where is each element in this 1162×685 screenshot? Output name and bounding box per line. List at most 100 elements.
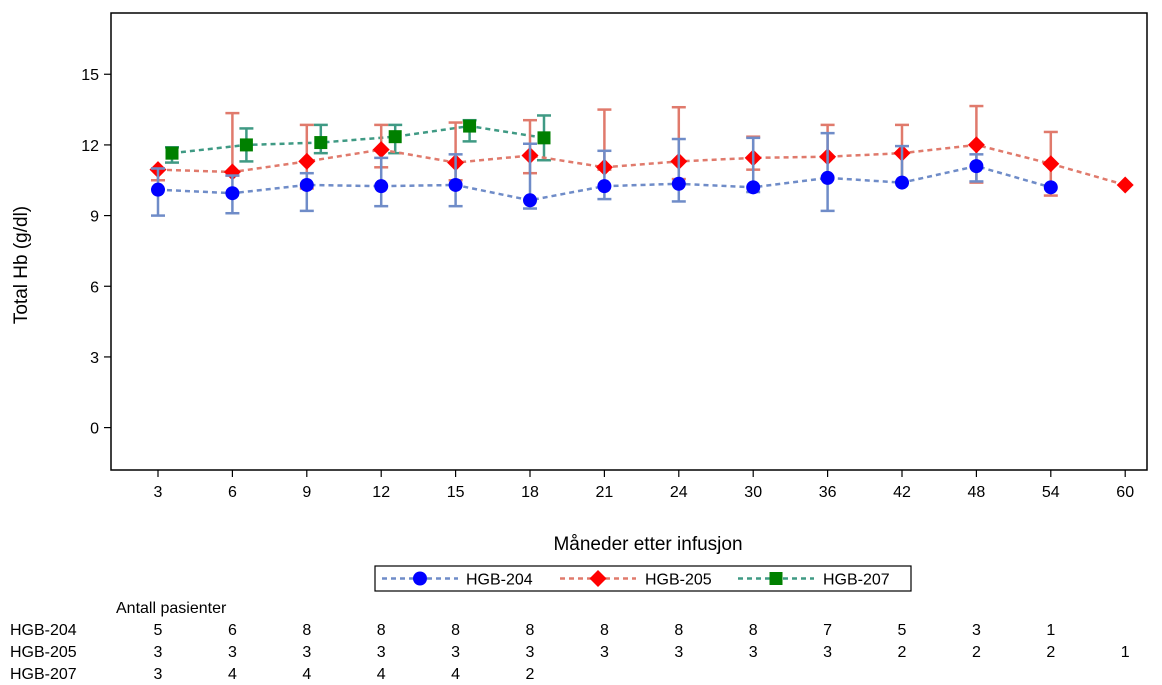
data-point-hgb-204 xyxy=(597,179,612,194)
x-tick-label: 6 xyxy=(228,484,237,501)
data-point-hgb-204 xyxy=(448,177,463,192)
patient-count-cell: 3 xyxy=(154,666,163,683)
data-point-hgb-207 xyxy=(165,146,179,160)
data-point-hgb-205 xyxy=(1042,155,1060,173)
patient-table-row: HGB-205 3 3 3 3 3 3 3 3 3 3 2 2 2 1 xyxy=(10,644,1130,661)
patient-count-cell: 3 xyxy=(451,644,460,661)
data-point-hgb-204 xyxy=(969,159,984,174)
y-tick-label: 12 xyxy=(81,138,99,155)
legend-label-hgb-204: HGB-204 xyxy=(466,572,533,589)
patient-count-cell: 3 xyxy=(228,644,237,661)
x-tick-label: 24 xyxy=(670,484,688,501)
patient-count-cell: 3 xyxy=(823,644,832,661)
patient-count-cell: 3 xyxy=(749,644,758,661)
data-point-hgb-204 xyxy=(820,170,835,185)
data-point-hgb-204 xyxy=(523,193,537,208)
legend-label-hgb-205: HGB-205 xyxy=(645,572,712,589)
error-bar-hgb-204 xyxy=(671,137,686,203)
patient-count-cell: 4 xyxy=(451,666,460,683)
x-axis-title: Måneder etter infusjon xyxy=(553,534,742,555)
series-hgb-204 xyxy=(151,131,1058,217)
y-tick-label: 6 xyxy=(90,279,99,296)
patient-count-cell: 5 xyxy=(154,622,163,639)
series-line-hgb-205 xyxy=(157,143,1126,187)
data-point-hgb-207 xyxy=(239,138,253,152)
legend-item-hgb-207: HGB-207 xyxy=(738,572,890,589)
patient-count-cell: 7 xyxy=(823,622,832,639)
data-point-hgb-205 xyxy=(298,152,316,170)
patient-table-row: HGB-207 3 4 4 4 4 2 xyxy=(10,666,535,683)
series-hgb-207 xyxy=(165,114,551,164)
data-point-hgb-207 xyxy=(314,136,328,150)
patient-count-cell: 3 xyxy=(526,644,535,661)
patient-count-cell: 3 xyxy=(972,622,981,639)
patient-count-cell: 2 xyxy=(526,666,535,683)
patient-count-cell: 1 xyxy=(1121,644,1130,661)
data-point-hgb-207 xyxy=(388,130,402,144)
data-point-hgb-205 xyxy=(967,136,985,154)
patient-count-cell: 4 xyxy=(302,666,311,683)
patient-count-cell: 6 xyxy=(228,622,237,639)
patient-count-cell: 3 xyxy=(600,644,609,661)
patient-count-cell: 1 xyxy=(1046,622,1055,639)
x-tick-label: 60 xyxy=(1116,484,1134,501)
data-point-hgb-204 xyxy=(151,182,165,197)
data-point-hgb-207 xyxy=(463,119,477,133)
patient-count-cell: 5 xyxy=(898,622,907,639)
x-tick-label: 21 xyxy=(596,484,614,501)
x-tick-label: 12 xyxy=(372,484,390,501)
data-point-hgb-204 xyxy=(299,177,314,192)
patient-table-title: Antall pasienter xyxy=(116,600,227,617)
data-point-hgb-204 xyxy=(1043,180,1058,195)
legend-marker-hgb-204 xyxy=(413,571,427,586)
data-point-hgb-204 xyxy=(671,176,686,191)
patient-count-cell: 4 xyxy=(228,666,237,683)
patient-count-cell: 3 xyxy=(302,644,311,661)
y-tick-label: 15 xyxy=(81,67,99,84)
series-hgb-205 xyxy=(149,104,1134,197)
patient-table-row-label: HGB-205 xyxy=(10,644,77,661)
legend-item-hgb-205: HGB-205 xyxy=(560,570,712,589)
patient-table-row: HGB-204 5 6 8 8 8 8 8 8 8 7 5 3 1 xyxy=(10,622,1055,639)
x-tick-label: 9 xyxy=(302,484,311,501)
data-point-hgb-204 xyxy=(895,175,909,190)
x-axis: 3 6 9 12 15 18 21 24 30 36 42 48 54 60 xyxy=(154,470,1134,501)
data-point-hgb-205 xyxy=(1116,176,1134,194)
series-layer xyxy=(149,104,1134,217)
x-tick-label: 15 xyxy=(447,484,465,501)
patient-count-cell: 8 xyxy=(749,622,758,639)
patient-count-cell: 2 xyxy=(1046,644,1055,661)
patient-count-cell: 8 xyxy=(302,622,311,639)
legend-marker-hgb-205 xyxy=(589,570,607,587)
patient-count-cell: 8 xyxy=(600,622,609,639)
patient-count-cell: 3 xyxy=(674,644,683,661)
patient-count-cell: 8 xyxy=(526,622,535,639)
data-point-hgb-204 xyxy=(225,186,240,201)
patient-count-cell: 3 xyxy=(154,644,163,661)
patient-count-cell: 8 xyxy=(674,622,683,639)
legend-box xyxy=(374,565,912,592)
patient-count-cell: 2 xyxy=(898,644,907,661)
patient-count-cell: 8 xyxy=(451,622,460,639)
patient-table-row-label: HGB-207 xyxy=(10,666,77,683)
x-tick-label: 18 xyxy=(521,484,539,501)
series-line-hgb-207 xyxy=(171,124,545,155)
x-tick-label: 42 xyxy=(893,484,911,501)
plot-border xyxy=(110,12,1148,471)
legend-item-hgb-204: HGB-204 xyxy=(382,571,533,589)
data-point-hgb-205 xyxy=(372,141,390,159)
patient-count-cell: 2 xyxy=(972,644,981,661)
patient-count-cell: 8 xyxy=(377,622,386,639)
x-tick-label: 30 xyxy=(744,484,762,501)
x-tick-label: 48 xyxy=(968,484,986,501)
patient-count-table: Antall pasienter HGB-204 5 6 8 8 8 8 8 8 8 7 5 3 1HGB… xyxy=(10,600,1130,683)
legend-label-hgb-207: HGB-207 xyxy=(823,572,890,589)
patient-count-cell: 3 xyxy=(377,644,386,661)
y-axis: 0 3 6 9 12 15 xyxy=(81,67,111,438)
data-point-hgb-204 xyxy=(374,179,389,194)
y-tick-label: 9 xyxy=(90,209,99,226)
x-tick-label: 36 xyxy=(819,484,837,501)
y-tick-label: 3 xyxy=(90,350,99,367)
x-tick-label: 54 xyxy=(1042,484,1060,501)
